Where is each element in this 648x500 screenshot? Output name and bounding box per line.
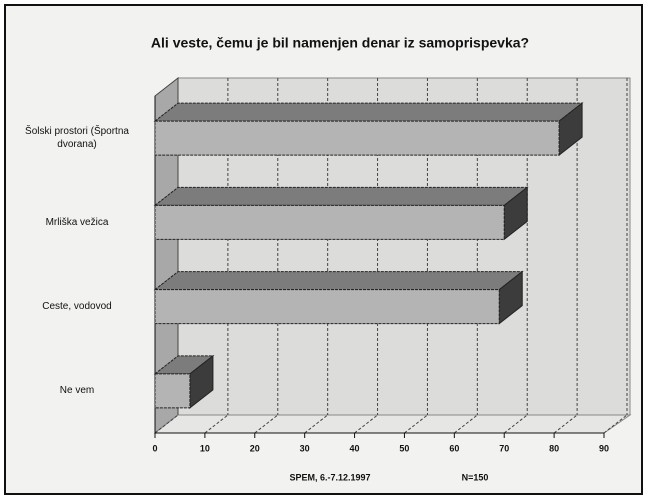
x-tick-label: 80 — [549, 443, 559, 453]
x-tick-label: 40 — [350, 443, 360, 453]
bar — [154, 373, 191, 409]
y-tick-label: Mrliška vežica — [45, 216, 109, 228]
x-tick-label: 30 — [300, 443, 310, 453]
annotation: SPEM, 6.-7.12.1997 — [289, 472, 370, 482]
x-tick-label: 90 — [599, 443, 609, 453]
x-tick-label: 60 — [449, 443, 459, 453]
bar — [154, 289, 500, 325]
chart-title: Ali veste, čemu je bil namenjen denar iz… — [151, 35, 529, 51]
bar — [154, 204, 505, 240]
y-tick-label: Ne vem — [59, 385, 95, 397]
x-tick-label: 70 — [499, 443, 509, 453]
bar-top — [153, 271, 524, 291]
bar — [154, 120, 560, 156]
y-tick-label: Šolski prostori (Športna dvorana) — [25, 126, 129, 151]
bar-top — [153, 186, 529, 206]
bar-top — [153, 102, 584, 122]
annotation: N=150 — [462, 472, 489, 482]
x-tick-label: 10 — [200, 443, 210, 453]
floor — [153, 414, 632, 434]
x-tick-label: 20 — [250, 443, 260, 453]
y-tick-label: Ceste, vodovod — [42, 301, 112, 313]
x-tick-label: 0 — [152, 443, 157, 453]
x-tick-label: 50 — [399, 443, 409, 453]
